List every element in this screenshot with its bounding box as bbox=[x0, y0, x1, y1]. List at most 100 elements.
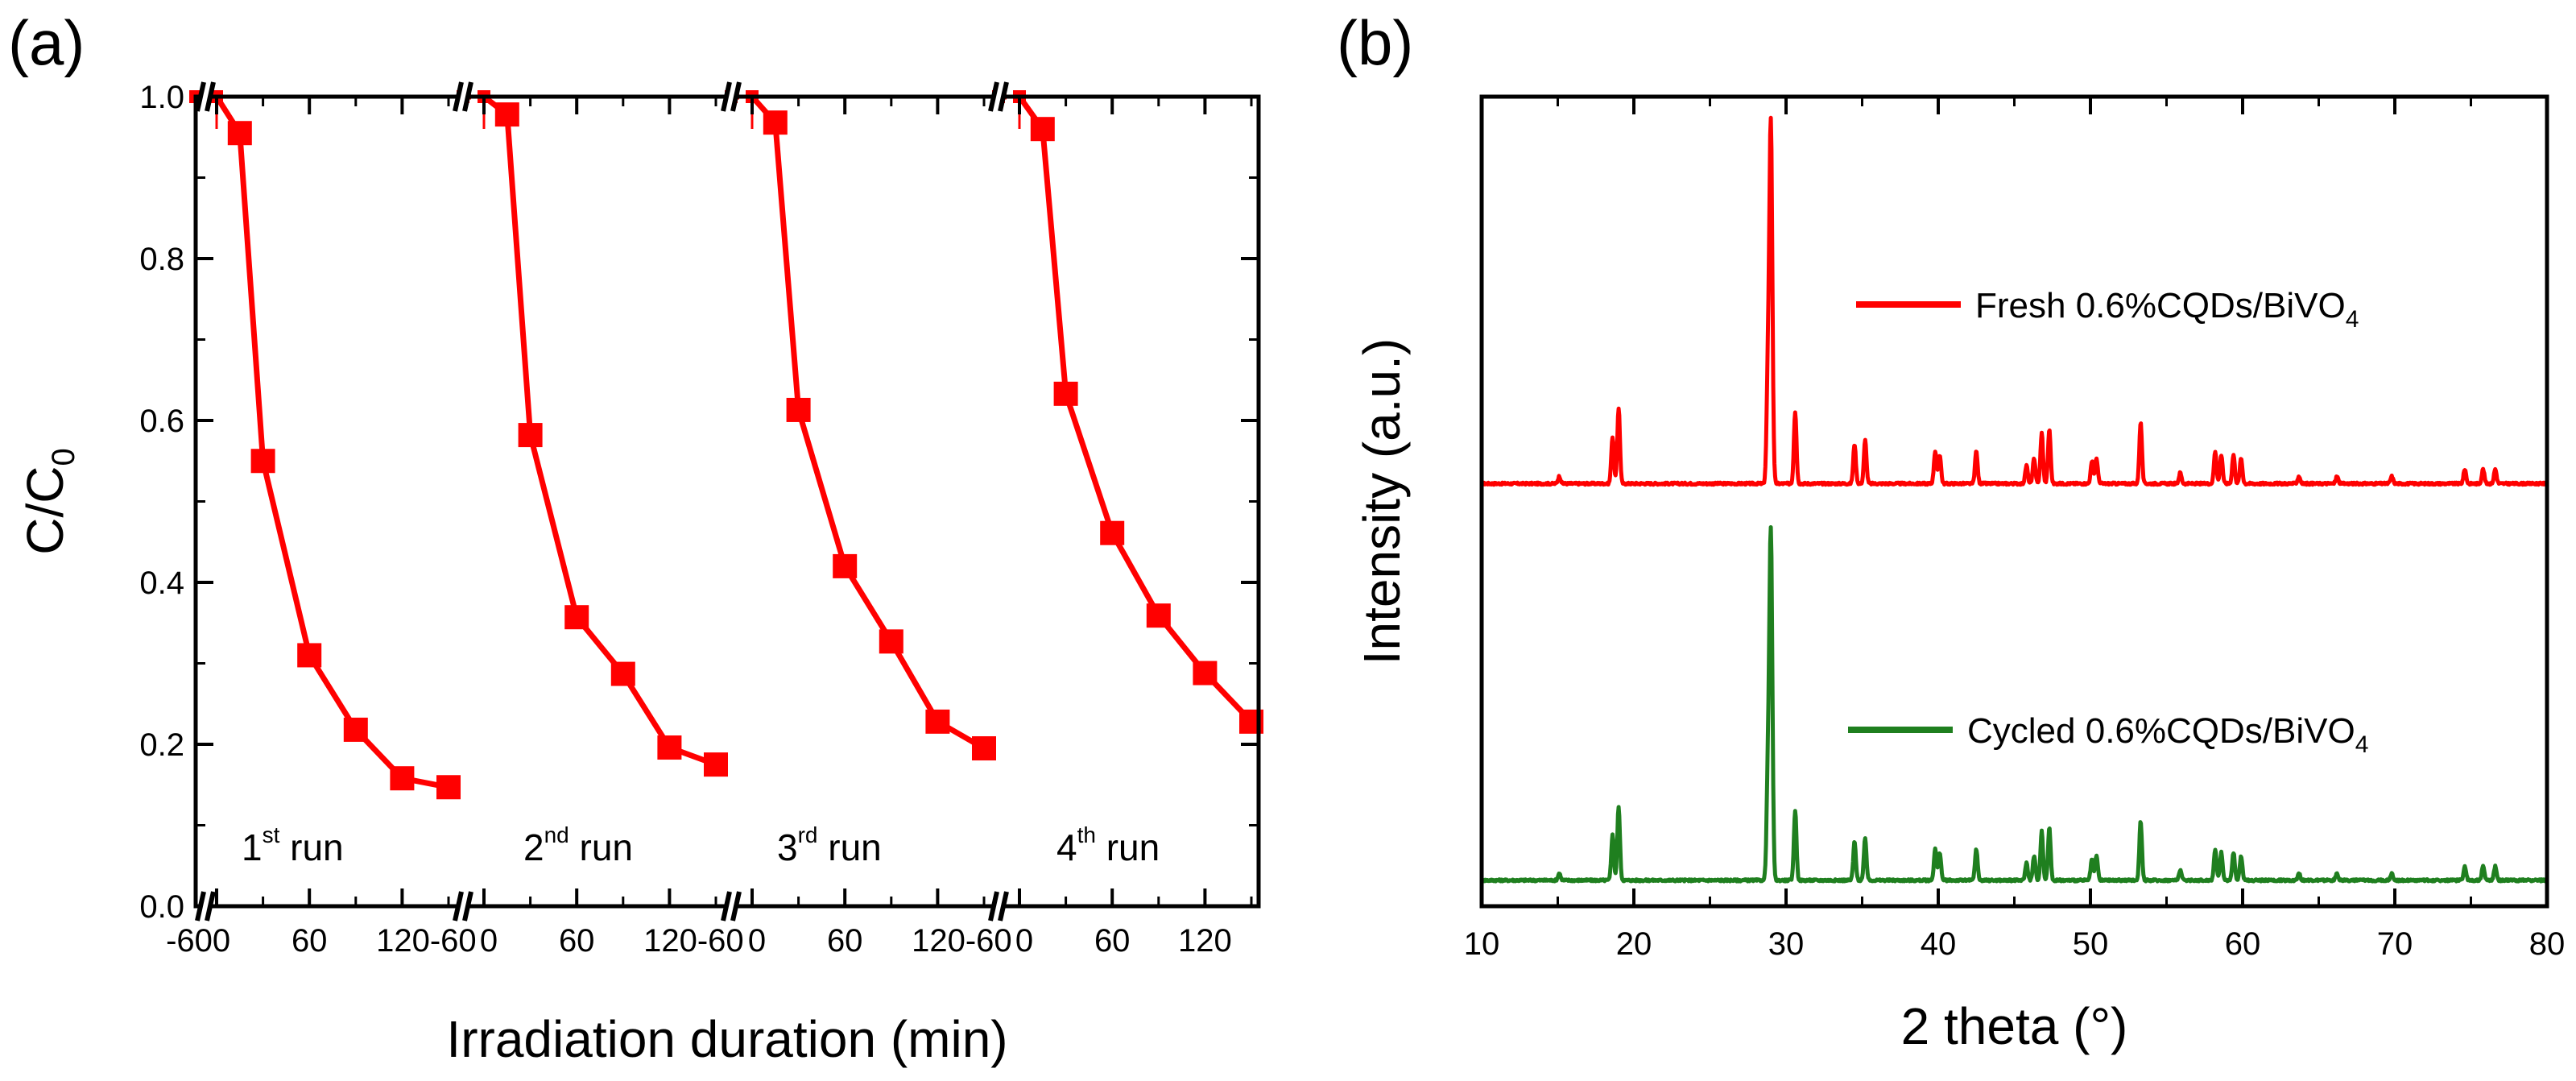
data-point bbox=[1053, 381, 1078, 406]
legend-label-cycled-subscript: 4 bbox=[2355, 731, 2369, 758]
legend-label-fresh-main: Fresh 0.6%CQDs/BiVO bbox=[1975, 286, 2346, 325]
xrd-pattern-fresh bbox=[1480, 115, 2548, 487]
run-series-4 bbox=[992, 90, 1263, 734]
axis-break-mark bbox=[988, 891, 999, 922]
x-tick-label: 20 bbox=[1616, 926, 1652, 962]
panel-b-chart: 10 20 30 40 50 60 70 80 Fresh 0.6%CQDs/BiVO4 Cy… bbox=[1353, 94, 2566, 1055]
data-point bbox=[436, 775, 461, 800]
panel-a-label: (a) bbox=[8, 7, 85, 78]
x-tick-label: 50 bbox=[2073, 926, 2109, 962]
axis-break-mark bbox=[721, 81, 732, 112]
panel-b-y-axis-title: Intensity (a.u.) bbox=[1353, 338, 1411, 665]
panel-a-run-labels: 1st run 2nd run 3rd run 4th run bbox=[242, 822, 1160, 868]
x-tick-label: 120-60 bbox=[643, 923, 744, 959]
run-label-superscript: st bbox=[263, 822, 280, 847]
y-tick-label: 0.2 bbox=[139, 727, 184, 763]
axis-break-mark bbox=[453, 891, 464, 922]
run-label-word: run bbox=[818, 826, 882, 868]
run-series-2 bbox=[457, 90, 728, 777]
data-point bbox=[297, 643, 322, 668]
legend-label-fresh: Fresh 0.6%CQDs/BiVO4 bbox=[1975, 286, 2359, 333]
panel-a-ticks: 0.00.20.40.60.81.0-60 0 60 120-60 0 60 120-60 0… bbox=[139, 80, 1259, 959]
panel-b-x-axis-title: 2 theta (°) bbox=[1901, 997, 2128, 1055]
panel-a-y-axis-title-main: C/C bbox=[16, 466, 74, 555]
x-tick-label: 60 bbox=[827, 923, 863, 959]
x-tick-label: 120-60 bbox=[376, 923, 477, 959]
run-label-4: 4th run bbox=[1056, 822, 1160, 868]
legend-label-cycled-main: Cycled 0.6%CQDs/BiVO bbox=[1967, 711, 2355, 751]
panel-b-label: (b) bbox=[1337, 7, 1413, 78]
x-tick-label: 120-60 bbox=[912, 923, 1012, 959]
data-point bbox=[343, 717, 368, 742]
panel-a-x-axis-title: Irradiation duration (min) bbox=[446, 1010, 1007, 1068]
data-point bbox=[227, 121, 252, 146]
x-tick-label: 80 bbox=[2529, 926, 2566, 962]
axis-break-mark bbox=[730, 891, 742, 922]
run-label-superscript: nd bbox=[544, 822, 569, 847]
x-tick-label: -60 bbox=[166, 923, 213, 959]
data-point bbox=[564, 605, 589, 630]
data-point bbox=[833, 553, 858, 578]
x-tick-label: 0 bbox=[748, 923, 766, 959]
axis-break-mark bbox=[453, 81, 464, 112]
data-point bbox=[972, 736, 996, 761]
y-tick-label: 0.4 bbox=[139, 565, 184, 601]
run-label-number: 1 bbox=[242, 826, 263, 868]
x-tick-label: 60 bbox=[292, 923, 328, 959]
x-tick-label: 0 bbox=[480, 923, 498, 959]
axis-break-mark bbox=[195, 81, 206, 112]
y-tick-label: 0.0 bbox=[139, 889, 184, 925]
y-tick-label: 0.8 bbox=[139, 242, 184, 277]
run-label-word: run bbox=[279, 826, 343, 868]
x-tick-label: 0 bbox=[1015, 923, 1033, 959]
axis-break-mark bbox=[721, 891, 732, 922]
axis-break-mark bbox=[730, 81, 742, 112]
data-point bbox=[657, 735, 682, 760]
legend-label-cycled: Cycled 0.6%CQDs/BiVO4 bbox=[1967, 711, 2368, 758]
axis-break-mark bbox=[205, 81, 216, 112]
run-label-word: run bbox=[569, 826, 633, 868]
axis-break-mark bbox=[205, 891, 216, 922]
axis-break-mark bbox=[988, 81, 999, 112]
run-series-3 bbox=[725, 90, 996, 761]
x-tick-label: 10 bbox=[1464, 926, 1500, 962]
run-label-superscript: rd bbox=[798, 822, 818, 847]
panel-a-series bbox=[189, 90, 1263, 800]
panel-b-ticks: 10 20 30 40 50 60 70 80 bbox=[1464, 97, 2566, 962]
data-point bbox=[1030, 117, 1055, 142]
run-label-number: 4 bbox=[1056, 826, 1077, 868]
axis-break-mark bbox=[195, 891, 206, 922]
panel-a-chart: 0.00.20.40.60.81.0-60 0 60 120-60 0 60 120-60 0… bbox=[16, 80, 1263, 1068]
x-tick-label: 120 bbox=[1178, 923, 1232, 959]
data-point bbox=[1146, 603, 1171, 628]
x-tick-label: 30 bbox=[1768, 926, 1805, 962]
panel-b-legend: Fresh 0.6%CQDs/BiVO4 Cycled 0.6%CQDs/BiV… bbox=[1848, 286, 2368, 758]
legend-label-fresh-subscript: 4 bbox=[2346, 306, 2359, 333]
run-label-3: 3rd run bbox=[777, 822, 882, 868]
x-tick-label: 0 bbox=[213, 923, 230, 959]
run-label-word: run bbox=[1096, 826, 1160, 868]
data-point bbox=[610, 661, 635, 686]
y-tick-label: 0.6 bbox=[139, 404, 184, 439]
data-point bbox=[494, 102, 519, 127]
panel-b-series bbox=[1479, 115, 2549, 884]
axis-break-mark bbox=[462, 891, 473, 922]
run-series-1 bbox=[189, 90, 461, 800]
x-tick-label: 40 bbox=[1921, 926, 1957, 962]
data-point bbox=[390, 766, 415, 791]
x-tick-label: 60 bbox=[2225, 926, 2261, 962]
run-label-number: 3 bbox=[777, 826, 798, 868]
x-tick-label: 60 bbox=[559, 923, 595, 959]
panel-a-axis-breaks bbox=[195, 81, 1009, 922]
data-point bbox=[925, 709, 950, 734]
data-point bbox=[1193, 661, 1218, 685]
run-line bbox=[750, 94, 986, 752]
xrd-pattern-cycled bbox=[1479, 525, 2549, 884]
axis-break-mark bbox=[998, 891, 1009, 922]
run-line bbox=[214, 95, 449, 790]
panel-b-frame bbox=[1479, 94, 2549, 909]
data-point bbox=[518, 423, 543, 448]
y-tick-label: 1.0 bbox=[139, 80, 184, 115]
x-tick-label: 60 bbox=[1094, 923, 1131, 959]
x-tick-label: 70 bbox=[2377, 926, 2413, 962]
